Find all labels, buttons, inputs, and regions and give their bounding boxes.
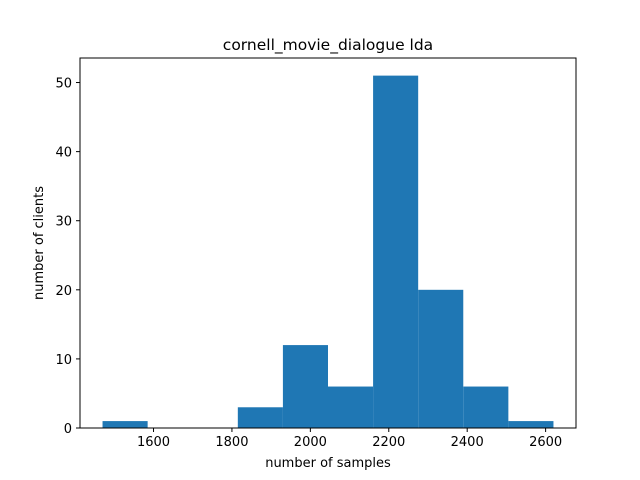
x-tick-label: 2000 — [294, 435, 327, 450]
y-axis-title: number of clients — [32, 186, 47, 300]
y-tick-label: 10 — [55, 353, 72, 368]
bars-group — [102, 75, 554, 428]
histogram-bar — [328, 386, 374, 428]
x-tick-label: 2400 — [451, 435, 484, 450]
histogram-bar — [282, 345, 328, 428]
x-tick-label: 1600 — [137, 435, 170, 450]
histogram-bar — [237, 407, 283, 428]
histogram-bar — [102, 421, 148, 428]
x-tick-label: 2600 — [529, 435, 562, 450]
x-tick-label: 2200 — [372, 435, 405, 450]
x-tick-label: 1800 — [215, 435, 248, 450]
y-tick-label: 50 — [55, 77, 72, 92]
histogram-bar — [463, 386, 509, 428]
histogram-bar — [508, 421, 554, 428]
histogram-bar — [373, 75, 419, 428]
x-axis-title: number of samples — [265, 456, 391, 471]
y-tick-label: 30 — [55, 215, 72, 230]
histogram-bar — [418, 289, 464, 428]
x-axis-ticks: 1600 1800 2000 2200 2400 2600 — [137, 428, 562, 450]
y-tick-label: 0 — [64, 422, 72, 437]
y-tick-label: 40 — [55, 146, 72, 161]
plot-frame — [79, 57, 577, 429]
y-tick-label: 20 — [55, 284, 72, 299]
chart-title: cornell_movie_dialogue lda — [223, 36, 433, 55]
y-axis-ticks: 0 10 20 30 40 50 — [55, 77, 80, 437]
